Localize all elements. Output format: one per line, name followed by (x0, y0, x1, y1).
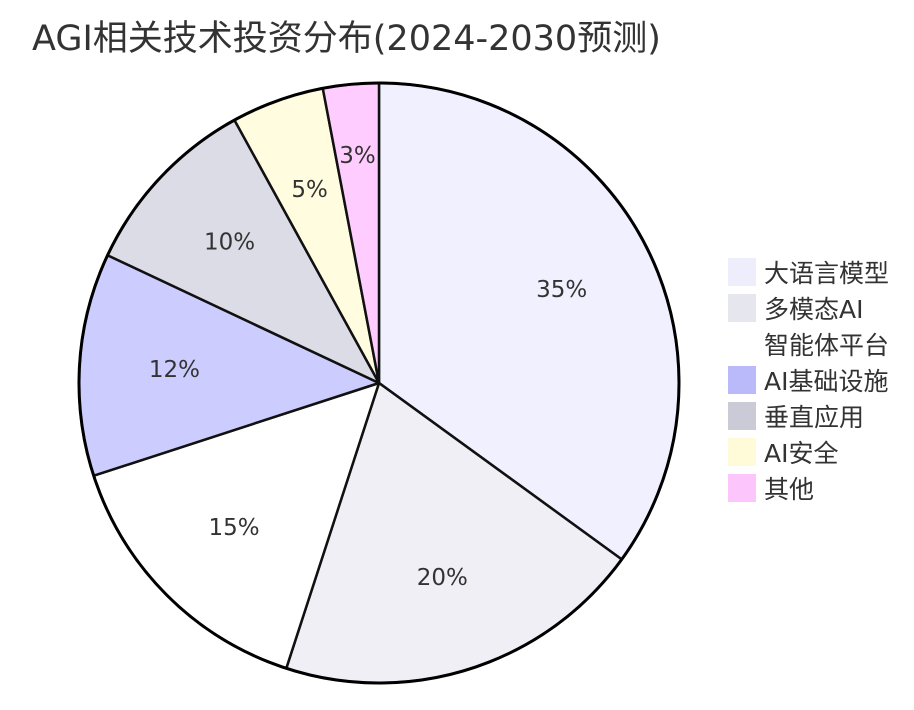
slice-label-5: 10% (204, 230, 255, 256)
slice-label-6: 5% (291, 177, 328, 203)
legend-item-6: AI安全 (728, 434, 889, 470)
legend-item-3: 智能体平台 (728, 326, 889, 362)
pie-outline (77, 81, 681, 685)
legend-label-4: AI基础设施 (764, 367, 889, 396)
legend-item-4: AI基础设施 (728, 362, 889, 398)
legend-item-5: 垂直应用 (728, 398, 889, 434)
legend-swatch-7 (728, 474, 756, 502)
legend-swatch-4 (728, 366, 756, 394)
slice-label-1: 35% (536, 277, 587, 303)
legend-label-3: 智能体平台 (764, 331, 890, 360)
legend-label-7: 其他 (764, 475, 815, 504)
legend-label-6: AI安全 (764, 439, 839, 468)
pie-labels: 35% 20% 15% 12% 10% 5% 3% (149, 143, 587, 591)
legend-item-2: 多模态AI (728, 290, 889, 326)
legend-swatch-2 (728, 294, 756, 322)
slice-label-4: 12% (149, 357, 200, 383)
legend-label-5: 垂直应用 (764, 403, 865, 432)
legend-swatch-1 (728, 258, 756, 286)
slice-label-7: 3% (339, 143, 376, 169)
legend-label-1: 大语言模型 (764, 259, 890, 288)
legend-item-1: 大语言模型 (728, 254, 889, 290)
legend-item-7: 其他 (728, 470, 889, 506)
legend-swatch-3 (728, 330, 756, 358)
slice-label-2: 20% (417, 565, 468, 591)
slice-label-3: 15% (208, 515, 259, 541)
legend-swatch-6 (728, 438, 756, 466)
legend-swatch-5 (728, 402, 756, 430)
legend-label-2: 多模态AI (764, 295, 864, 324)
chart-title: AGI相关技术投资分布(2024-2030预测) (32, 19, 661, 59)
legend: 大语言模型多模态AI 智能体平台 AI基础设施 垂直应用 AI安全其他 (728, 254, 889, 506)
